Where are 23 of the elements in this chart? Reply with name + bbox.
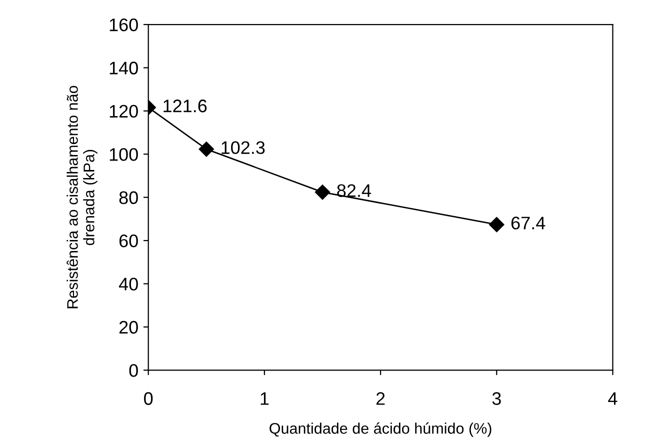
data-label: 102.3 [222,141,265,154]
y-tick-label: 40 [118,278,138,290]
y-tick-label: 160 [110,18,138,32]
point [314,184,330,200]
x-tick-label: 2 [376,392,385,405]
y-tick-label: 60 [119,234,138,248]
data-label: 67.4 [511,216,546,230]
point [198,142,214,157]
x-tick-label: 3 [492,392,501,405]
y-tick-label: 20 [119,320,138,334]
y-tick-label: 80 [119,191,138,204]
y-tick-label: 0 [129,364,138,377]
y-axis-title: Resistência ao cisalhamento não drenada (kPa) [66,86,98,308]
x-axis-title: Quantidade de ácido húmido (%) [270,422,492,437]
data-label: 121.6 [164,100,207,112]
data-label: 82.4 [337,184,371,198]
x-tick-label: 4 [608,392,618,405]
x-tick-label: 1 [260,392,269,405]
point [489,217,504,232]
y-tick-label: 140 [110,62,138,74]
x-tick-label: 0 [144,392,153,405]
y-tick-label: 100 [110,148,138,161]
y-tick-label: 120 [110,104,138,118]
